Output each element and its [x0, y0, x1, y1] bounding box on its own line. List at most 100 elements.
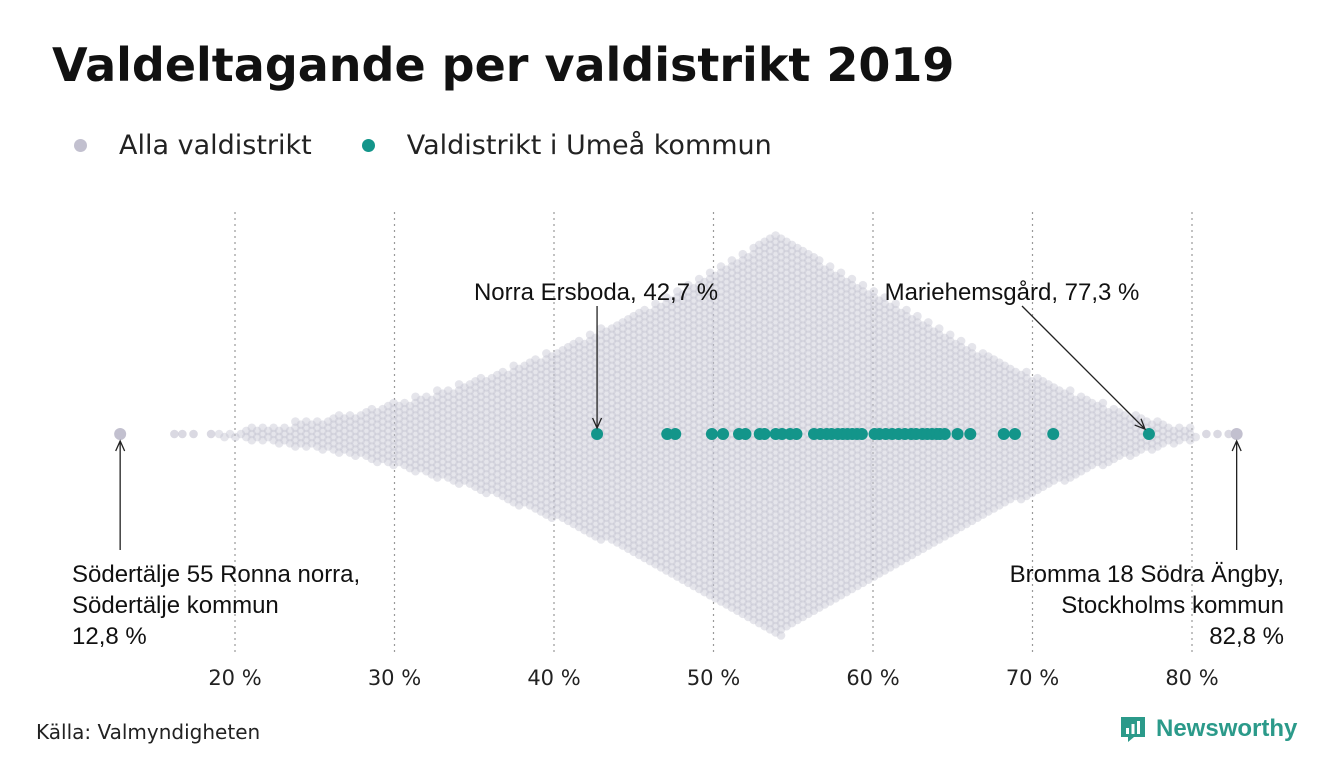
district-point [482, 426, 491, 436]
district-point [482, 488, 491, 498]
district-point [536, 395, 546, 405]
district-point [383, 451, 393, 461]
district-point [569, 370, 578, 380]
district-point [547, 488, 557, 498]
district-point [531, 491, 540, 501]
district-point [394, 439, 404, 448]
district-point [443, 473, 453, 482]
district-point [563, 417, 573, 426]
district-point [553, 380, 562, 389]
district-point [443, 454, 453, 464]
district-point [503, 457, 513, 467]
district-point [454, 479, 464, 488]
annotation-text: Södertälje kommun [72, 592, 279, 619]
district-point [498, 386, 508, 395]
district-point [509, 454, 518, 464]
district-point [247, 429, 257, 439]
district-point [525, 482, 535, 492]
district-point [580, 482, 589, 492]
district-point [536, 432, 546, 442]
district-point [476, 386, 486, 395]
district-point [569, 463, 578, 473]
district-point [454, 473, 464, 482]
district-point [400, 411, 409, 420]
district-point [542, 423, 551, 433]
district-point [263, 432, 273, 442]
district-point [531, 404, 540, 414]
district-point [580, 420, 589, 430]
district-point [405, 432, 415, 442]
district-point [438, 389, 448, 399]
district-point [525, 401, 535, 411]
district-point [503, 377, 513, 386]
district-point [542, 361, 551, 371]
district-point [536, 377, 546, 386]
district-point [433, 411, 442, 420]
district-point [580, 451, 589, 461]
district-point [569, 439, 578, 448]
district-point [471, 408, 480, 417]
district-point [503, 408, 513, 417]
district-point [356, 429, 366, 439]
district-point [542, 460, 551, 470]
district-point [547, 352, 557, 361]
district-point [438, 439, 448, 448]
district-point [416, 401, 426, 411]
district-point [525, 426, 535, 436]
district-point [427, 451, 437, 461]
district-point [503, 395, 513, 405]
chart-title: Valdeltagande per valdistrikt 2019 [52, 38, 955, 92]
district-point [569, 482, 578, 492]
legend-marker-all [74, 139, 87, 152]
district-point [296, 420, 306, 430]
district-point [405, 414, 415, 423]
district-point [574, 355, 584, 364]
district-point [460, 401, 469, 411]
district-point [351, 445, 360, 454]
district-point [454, 380, 464, 389]
district-point [558, 482, 568, 492]
district-point [471, 389, 480, 399]
district-point [558, 364, 568, 374]
district-point [553, 355, 562, 364]
district-point [574, 336, 584, 346]
district-point [487, 466, 497, 476]
district-point [482, 439, 491, 448]
district-point [525, 420, 535, 430]
district-point [542, 373, 551, 383]
district-point [536, 364, 546, 374]
district-point [427, 432, 437, 442]
district-point [334, 411, 344, 420]
district-point [536, 445, 546, 454]
district-point [433, 423, 442, 433]
district-point [536, 457, 546, 467]
district-point [520, 491, 529, 501]
district-point [438, 457, 448, 467]
district-point [569, 352, 578, 361]
district-point [443, 417, 453, 426]
district-point [378, 404, 388, 414]
district-point [460, 408, 469, 417]
district-point [220, 432, 229, 442]
district-point [580, 358, 589, 368]
district-point [340, 445, 349, 454]
district-point [514, 439, 524, 448]
district-point [520, 411, 529, 420]
district-point [580, 470, 589, 479]
district-point [531, 485, 540, 495]
district-point [585, 411, 595, 420]
district-point [367, 429, 377, 439]
district-point [553, 473, 562, 482]
district-point [433, 386, 442, 395]
district-point [427, 420, 437, 430]
gridlines [234, 212, 1193, 654]
district-point [558, 457, 568, 467]
district-point [563, 516, 573, 526]
district-point [520, 398, 529, 408]
district-point [482, 420, 491, 430]
district-point [405, 463, 415, 473]
district-point [438, 408, 448, 417]
district-point [531, 435, 540, 445]
district-point [569, 494, 578, 504]
district-point [433, 429, 442, 439]
